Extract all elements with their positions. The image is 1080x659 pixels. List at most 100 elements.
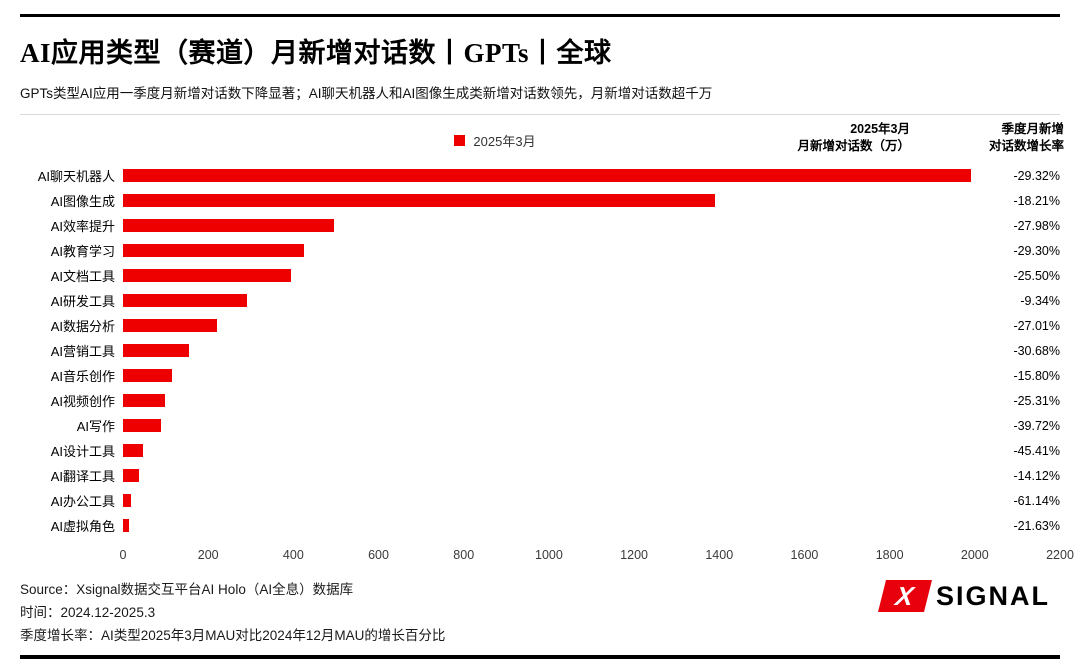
growth-label: -27.98% <box>1013 218 1060 233</box>
category-label: AI翻译工具 <box>50 469 115 484</box>
growth-label: -27.01% <box>1013 318 1060 333</box>
x-tick-label: 1600 <box>790 548 819 562</box>
bar <box>123 394 165 407</box>
row-plot: -25.50% <box>123 263 1060 288</box>
row-plot: -14.12% <box>123 463 1060 488</box>
bottom-rule <box>20 655 1060 659</box>
bar <box>123 244 304 257</box>
chart-row: AI数据分析 -27.01% <box>20 313 1060 338</box>
bar-chart: 2025年3月 2025年3月 月新增对话数（万） 季度月新增 对话数增长率 AI聊… <box>20 119 1074 568</box>
category-label: AI文档工具 <box>50 269 115 284</box>
bar <box>123 494 131 507</box>
category-label: AI图像生成 <box>50 194 115 209</box>
growth-label: -15.80% <box>1013 368 1060 383</box>
bar <box>123 419 162 432</box>
row-plot: -9.34% <box>123 288 1060 313</box>
footer-time: 时间：2024.12-2025.3 <box>20 605 156 620</box>
x-tick-label: 1800 <box>875 548 904 562</box>
growth-label: -45.41% <box>1013 443 1060 458</box>
row-plot: -18.21% <box>123 188 1060 213</box>
growth-label: -14.12% <box>1013 468 1060 483</box>
chart-row: AI虚拟角色 -21.63% <box>20 513 1060 538</box>
x-tick-label: 1000 <box>535 548 563 562</box>
growth-label: -29.30% <box>1013 243 1060 258</box>
bar <box>123 194 715 207</box>
category-label: AI数据分析 <box>50 319 115 334</box>
chart-header: 2025年3月 2025年3月 月新增对话数（万） 季度月新增 对话数增长率 <box>20 119 1064 163</box>
value-column-header: 2025年3月 月新增对话数（万） <box>797 122 910 153</box>
category-label: AI教育学习 <box>50 244 115 259</box>
chart-row: AI翻译工具 -14.12% <box>20 463 1060 488</box>
legend-swatch <box>454 135 466 146</box>
x-tick-label: 2000 <box>960 548 989 562</box>
x-tick-label: 0 <box>119 548 127 562</box>
category-label: AI音乐创作 <box>50 369 115 384</box>
x-tick-label: 400 <box>282 548 304 562</box>
footer-note: 季度增长率：AI类型2025年3月MAU对比2024年12月MAU的增长百分比 <box>20 628 446 643</box>
growth-label: -18.21% <box>1013 193 1060 208</box>
category-label: AI写作 <box>76 419 115 434</box>
category-label: AI办公工具 <box>50 494 115 509</box>
category-label: AI设计工具 <box>50 444 115 459</box>
row-plot: -29.30% <box>123 238 1060 263</box>
footer-source: Source：Xsignal数据交互平台AI Holo（AI全息）数据库 <box>20 582 354 597</box>
x-axis: 0 200 400 600 800 1000 1200 1400 1600 1800 2000 220… <box>119 544 1074 568</box>
chart-row: AI营销工具 -30.68% <box>20 338 1060 363</box>
row-plot: -21.63% <box>123 513 1060 538</box>
growth-label: -21.63% <box>1013 518 1060 533</box>
top-rule <box>20 14 1060 17</box>
xsignal-logo-x-icon: X <box>877 580 932 612</box>
page-title: AI应用类型（赛道）月新增对话数丨GPTs丨全球 <box>20 38 612 68</box>
chart-row: AI办公工具 -61.14% <box>20 488 1060 513</box>
growth-column-header: 季度月新增 对话数增长率 <box>988 122 1064 153</box>
xsignal-logo-text: SIGNAL <box>935 580 1050 611</box>
bar <box>123 294 247 307</box>
legend-label: 2025年3月 <box>473 134 536 149</box>
category-label: AI虚拟角色 <box>50 519 115 534</box>
chart-row: AI教育学习 -29.30% <box>20 238 1060 263</box>
row-plot: -27.01% <box>123 313 1060 338</box>
growth-label: -25.31% <box>1013 393 1060 408</box>
growth-label: -39.72% <box>1013 418 1060 433</box>
row-plot: -25.31% <box>123 388 1060 413</box>
row-plot: -61.14% <box>123 488 1060 513</box>
growth-label: -9.34% <box>1020 293 1060 308</box>
chart-row: AI音乐创作 -15.80% <box>20 363 1060 388</box>
category-label: AI视频创作 <box>50 394 115 409</box>
chart-row: AI聊天机器人 -29.32% <box>20 163 1060 188</box>
subtitle-divider <box>20 114 1060 115</box>
row-plot: -45.41% <box>123 438 1060 463</box>
category-label: AI效率提升 <box>50 219 115 234</box>
row-plot: -15.80% <box>123 363 1060 388</box>
bar <box>123 469 140 482</box>
category-label: AI研发工具 <box>50 294 115 309</box>
chart-row: AI设计工具 -45.41% <box>20 438 1060 463</box>
growth-label: -61.14% <box>1013 493 1060 508</box>
chart-row: AI视频创作 -25.31% <box>20 388 1060 413</box>
category-label: AI营销工具 <box>50 344 115 359</box>
x-tick-label: 200 <box>197 548 219 562</box>
chart-row: AI效率提升 -27.98% <box>20 213 1060 238</box>
category-label: AI聊天机器人 <box>37 169 115 184</box>
xsignal-logo: X SIGNAL <box>877 580 1050 612</box>
chart-row: AI研发工具 -9.34% <box>20 288 1060 313</box>
growth-label: -25.50% <box>1013 268 1060 283</box>
x-tick-label: 600 <box>368 548 389 562</box>
x-tick-label: 800 <box>453 548 475 562</box>
bar <box>123 219 334 232</box>
chart-legend: 2025年3月 <box>20 131 970 150</box>
footer: Source：Xsignal数据交互平台AI Holo（AI全息）数据库 时间：… <box>20 578 1060 647</box>
bar <box>123 319 217 332</box>
growth-label: -30.68% <box>1013 343 1060 358</box>
row-plot: -29.32% <box>123 163 1060 188</box>
growth-label: -29.32% <box>1013 168 1060 183</box>
x-tick-label: 2200 <box>1046 548 1074 562</box>
row-plot: -27.98% <box>123 213 1060 238</box>
chart-row: AI图像生成 -18.21% <box>20 188 1060 213</box>
page-subtitle: GPTs类型AI应用一季度月新增对话数下降显著；AI聊天机器人和AI图像生成类新… <box>20 86 713 101</box>
chart-row: AI写作 -39.72% <box>20 413 1060 438</box>
bar <box>123 169 971 182</box>
chart-rows: AI聊天机器人 -29.32% AI图像生成 -18.21% AI效率提升 -27.98%… <box>20 163 1060 538</box>
bar <box>123 444 144 457</box>
